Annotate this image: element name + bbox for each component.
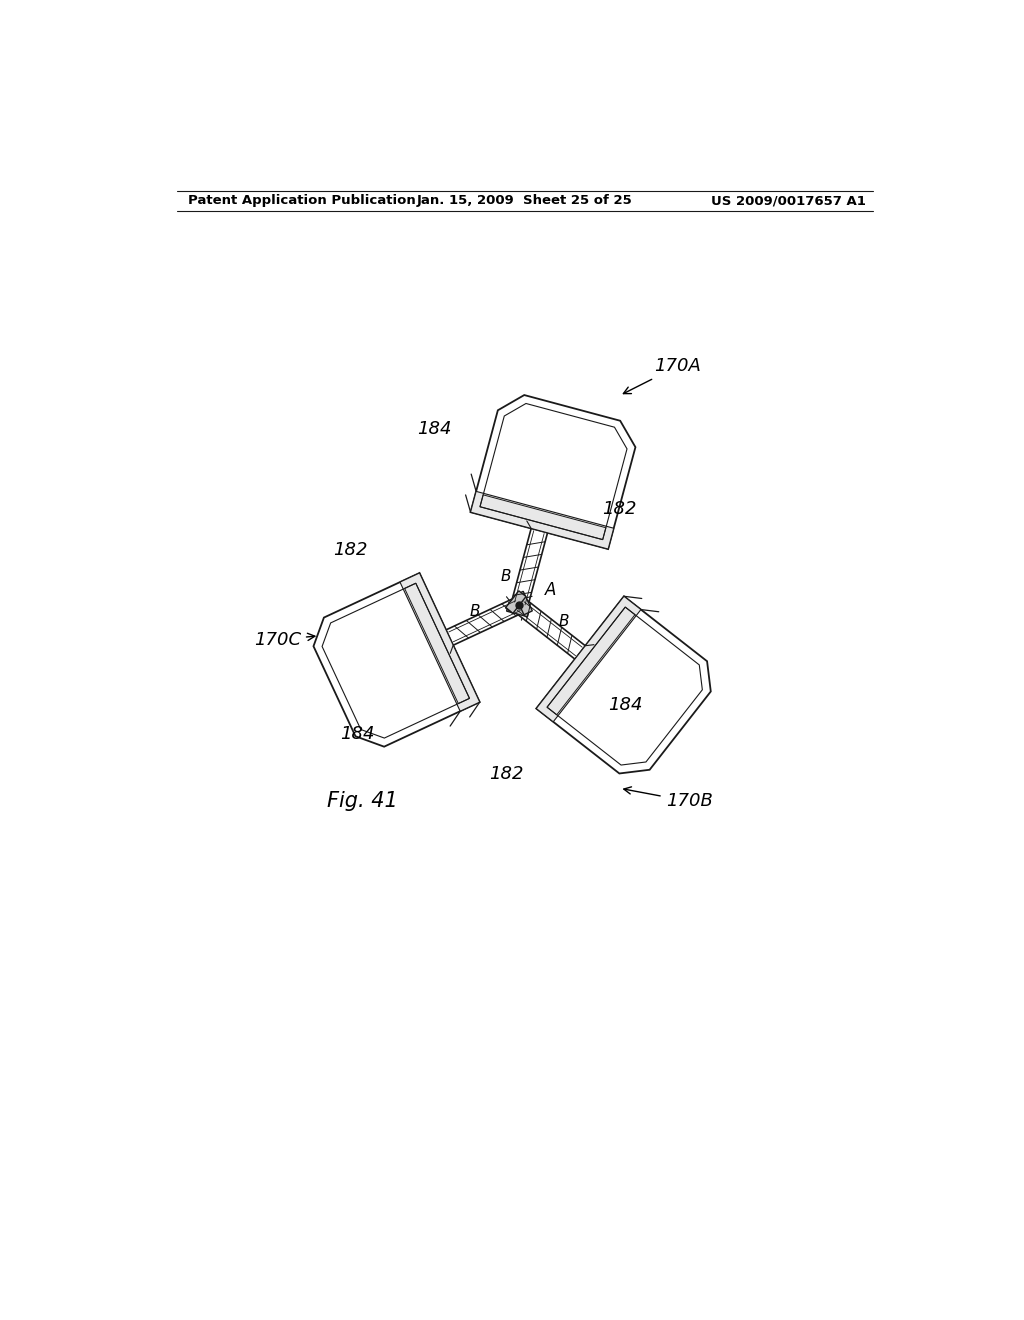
Text: Patent Application Publication: Patent Application Publication xyxy=(188,194,416,207)
Text: B: B xyxy=(501,569,511,583)
Polygon shape xyxy=(511,528,548,607)
Polygon shape xyxy=(446,598,523,645)
Polygon shape xyxy=(313,573,479,747)
Text: Fig. 41: Fig. 41 xyxy=(327,792,397,812)
Text: B: B xyxy=(469,603,480,619)
Text: 170A: 170A xyxy=(624,358,701,393)
Polygon shape xyxy=(400,573,479,711)
Text: 182: 182 xyxy=(602,500,637,517)
Text: 170B: 170B xyxy=(624,787,713,810)
Text: 170C: 170C xyxy=(254,631,315,648)
Polygon shape xyxy=(471,491,613,549)
Polygon shape xyxy=(506,591,526,614)
Text: 184: 184 xyxy=(418,421,452,438)
Polygon shape xyxy=(514,598,586,659)
Polygon shape xyxy=(515,591,532,615)
Text: US 2009/0017657 A1: US 2009/0017657 A1 xyxy=(711,194,866,207)
Polygon shape xyxy=(471,395,636,549)
Text: Jan. 15, 2009  Sheet 25 of 25: Jan. 15, 2009 Sheet 25 of 25 xyxy=(417,194,633,207)
Text: 182: 182 xyxy=(333,541,368,558)
Polygon shape xyxy=(507,602,529,616)
Text: B: B xyxy=(559,614,569,628)
Text: 184: 184 xyxy=(608,696,643,714)
Text: 184: 184 xyxy=(340,726,375,743)
Polygon shape xyxy=(537,597,711,774)
Text: 182: 182 xyxy=(489,766,523,783)
Text: A: A xyxy=(545,581,556,598)
Polygon shape xyxy=(537,597,641,722)
